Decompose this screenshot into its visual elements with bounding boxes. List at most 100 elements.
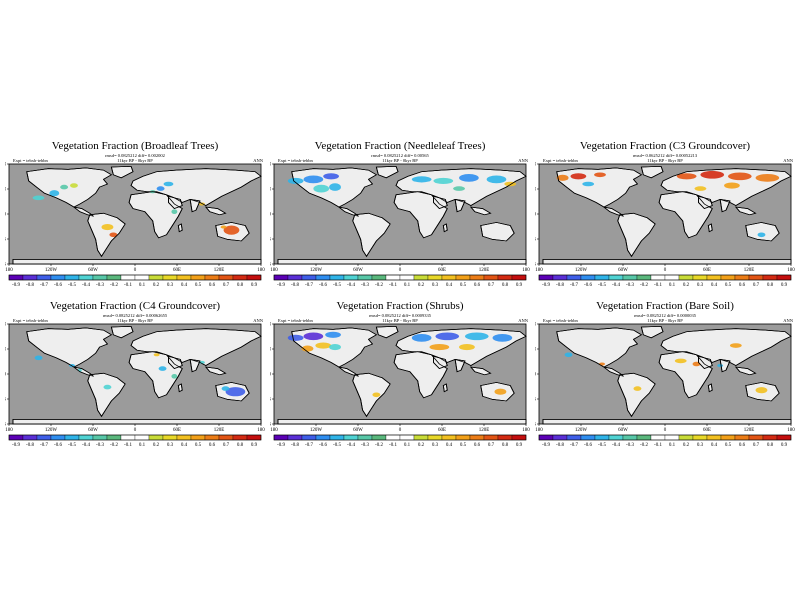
anomaly-patch — [70, 183, 78, 188]
anomaly-patches — [34, 353, 246, 397]
lat-tick-label: 45S — [270, 398, 271, 403]
map-figure: 180 120W 60W 0 60E 120E 180 90N 45N 0 45S 90S -0.9 -0… — [5, 323, 265, 449]
colorbar-label: 0.1 — [669, 283, 676, 288]
colorbar-label: -0.4 — [347, 443, 355, 448]
map-panel-c4: Vegetation Fraction (C4 Groundcover) rms… — [5, 300, 265, 470]
anomaly-patch — [103, 384, 112, 390]
anomaly-patch — [301, 345, 314, 352]
anomaly-patch — [435, 332, 460, 341]
anomaly-patch — [717, 364, 724, 368]
colorbar-label: -0.2 — [375, 283, 383, 288]
lon-tick-label: 120E — [214, 268, 225, 273]
colorbar-label: 0.8 — [767, 443, 774, 448]
colorbar-label: -0.1 — [654, 443, 662, 448]
map-plot — [273, 323, 527, 425]
colorbar-swatch — [734, 434, 750, 441]
colorbar-label: -0.1 — [389, 443, 397, 448]
anomaly-patches — [556, 170, 780, 238]
map-panel-needleleaf: Vegetation Fraction (Needleleaf Trees) r… — [270, 140, 530, 310]
colorbar-swatch — [441, 274, 457, 281]
anomaly-patch — [329, 183, 341, 191]
anomaly-patch — [486, 175, 507, 184]
anomaly-patch — [156, 186, 165, 191]
colorbar-label: -0.3 — [626, 443, 634, 448]
map-panel-broadleaf: Vegetation Fraction (Broadleaf Trees) rm… — [5, 140, 265, 310]
colorbar-label: 0.9 — [781, 443, 788, 448]
anomaly-patch — [453, 186, 465, 191]
lon-tick-label: 0 — [399, 428, 402, 433]
colorbar-swatch — [301, 274, 317, 281]
panel-period: 11kyr BP - 0kyr BP — [382, 318, 418, 323]
colorbar-label: -0.6 — [54, 443, 62, 448]
colorbar-frame — [538, 434, 792, 441]
lon-tick-label: 0 — [134, 268, 137, 273]
lon-tick-label: 60W — [618, 268, 628, 273]
anomaly-patch — [676, 173, 697, 180]
colorbar-swatch — [413, 274, 429, 281]
colorbar-swatch — [608, 274, 624, 281]
expt-label: Expt = tebxb-tebbn — [13, 318, 48, 323]
lat-tick-label: 90N — [535, 163, 536, 168]
lon-tick-label: 180 — [257, 428, 265, 433]
colorbar-label: 0.4 — [446, 443, 453, 448]
colorbar-swatch — [329, 274, 345, 281]
colorbar-swatch — [8, 434, 24, 441]
anomaly-patch — [287, 177, 304, 184]
anomaly-patch — [32, 195, 45, 201]
colorbar-swatch — [357, 274, 373, 281]
anomaly-patch — [223, 225, 240, 235]
colorbar-swatch — [720, 434, 736, 441]
colorbar-label: 0.2 — [683, 443, 690, 448]
anomaly-patch — [303, 175, 324, 184]
colorbar-label: -0.3 — [96, 443, 104, 448]
colorbar-label: 0.6 — [474, 443, 481, 448]
colorbar-label: 0.4 — [181, 283, 188, 288]
colorbar-label: -0.4 — [82, 443, 90, 448]
colorbar-swatch — [92, 274, 108, 281]
colorbar-swatch — [678, 274, 694, 281]
colorbar-label: 0.6 — [739, 283, 746, 288]
lon-tick-label: 60W — [88, 268, 98, 273]
colorbar-label: -0.9 — [277, 283, 285, 288]
lat-tick-label: 0 — [5, 373, 7, 378]
anomaly-patch — [724, 182, 740, 189]
colorbar-label: -0.7 — [305, 443, 313, 448]
colorbar-label: 0.2 — [418, 283, 425, 288]
season-label: ANN — [783, 318, 793, 323]
anomaly-patch — [464, 332, 489, 341]
panel-title: Vegetation Fraction (C4 Groundcover) — [49, 300, 221, 312]
map-panel-shrubs: Vegetation Fraction (Shrubs) rmsd= 0.082… — [270, 300, 530, 470]
map-figure: 180 120W 60W 0 60E 120E 180 90N 45N 0 45S 90S -0.9 -0… — [535, 323, 795, 449]
lat-tick-label: 0 — [535, 213, 537, 218]
colorbar-swatch — [8, 274, 24, 281]
anomaly-patches — [287, 331, 513, 398]
colorbar-swatch — [636, 274, 652, 281]
anomaly-patch — [49, 190, 60, 197]
anomaly-patch — [225, 387, 246, 397]
colorbar-frame — [8, 274, 262, 281]
anomaly-patch — [459, 174, 479, 182]
map-plot — [8, 323, 262, 425]
colorbar-label: 0.7 — [223, 443, 230, 448]
lon-tick-label: 120E — [479, 268, 490, 273]
lon-tick-label: 120W — [45, 268, 58, 273]
lat-tick-label: 45S — [5, 238, 6, 243]
panel-title: Vegetation Fraction (Broadleaf Trees) — [51, 140, 219, 152]
anomaly-patch — [494, 388, 507, 395]
colorbar-label: 0.2 — [153, 443, 160, 448]
lat-tick-label: 45S — [270, 238, 271, 243]
colorbar-label: 0.7 — [488, 283, 495, 288]
lat-tick-label: 45N — [270, 188, 271, 193]
colorbar-swatch — [692, 434, 708, 441]
anomaly-patch — [433, 177, 454, 184]
colorbar-swatch — [273, 274, 289, 281]
colorbar-swatch — [678, 434, 694, 441]
colorbar-swatch — [22, 274, 38, 281]
anomaly-patch — [570, 173, 587, 180]
lat-tick-label: 0 — [535, 373, 537, 378]
colorbar-label: 0.5 — [460, 283, 467, 288]
colorbar-swatch — [538, 434, 554, 441]
colorbar-label: -0.5 — [598, 443, 606, 448]
expt-label: Expt = tebxb-tebbn — [13, 158, 48, 163]
colorbar-swatch — [469, 434, 485, 441]
